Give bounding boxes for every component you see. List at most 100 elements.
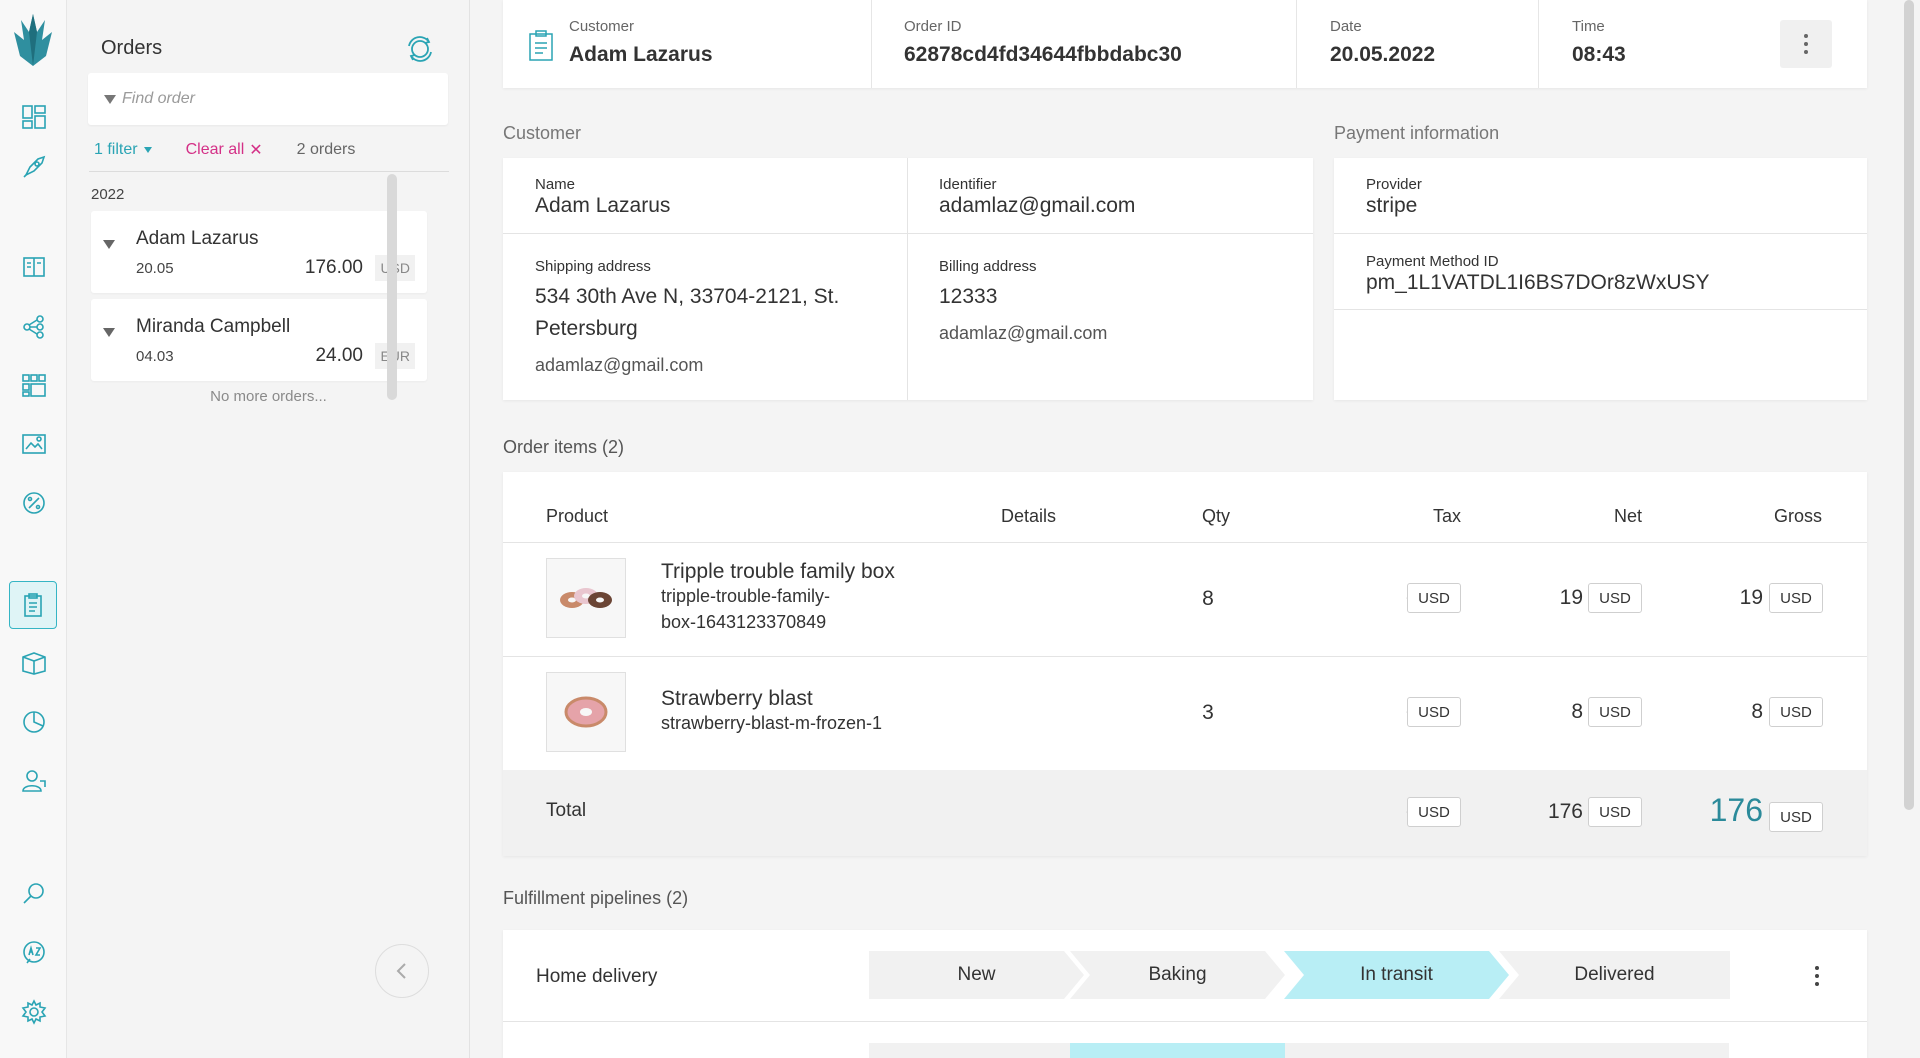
product-sku-line2: box-1643123370849 [661,612,827,632]
payment-card: Provider stripe Payment Method ID pm_1L1… [1334,158,1867,400]
grid-icon[interactable] [14,365,54,405]
time-label: Time [1572,18,1605,35]
filter-dropdown[interactable]: 1 filter [94,141,152,159]
filter-row: 1 filter Clear all ✕ 2 orders [94,140,355,160]
currency-badge: USD [1588,797,1642,827]
billing-address-value: 12333 [939,285,998,308]
divider [503,656,1867,657]
col-net: Net [1614,506,1643,526]
order-list-item[interactable]: Adam Lazarus 20.05 176.00 USD [91,211,427,293]
header-time-cell: Time 08:43 [1539,0,1867,88]
media-icon[interactable] [14,424,54,464]
provider-label: Provider [1366,176,1422,193]
col-gross: Gross [1774,506,1823,526]
orders-icon[interactable] [9,581,57,629]
shipping-email: adamlaz@gmail.com [535,355,704,375]
order-list-item[interactable]: Miranda Campbell 04.03 24.00 EUR [91,299,427,381]
order-amount: 24.00 [315,345,363,366]
name-label: Name [535,176,576,193]
expand-caret-icon[interactable] [103,328,115,337]
provider-value: stripe [1366,194,1418,217]
filter-funnel-icon[interactable] [104,95,116,104]
order-items-table: Product Details Qty Tax Net Gross Trippl… [503,472,1867,856]
discount-icon[interactable] [14,483,54,523]
currency-badge: USD [1769,697,1823,727]
pipeline-step-delivered[interactable]: Delivered [1499,951,1730,999]
total-gross: 176 [1709,792,1763,828]
translate-icon[interactable] [14,933,54,973]
filter-label: 1 filter [94,141,138,158]
divider [89,171,449,172]
item-qty: 8 [1202,587,1214,610]
pipeline-step-in-transit[interactable]: In transit [1284,951,1509,999]
product-thumbnail[interactable] [546,672,626,752]
find-order-input[interactable] [122,87,432,111]
chevron-down-icon [143,146,152,153]
divider [503,233,1313,234]
products-box-icon[interactable] [14,643,54,683]
header-customer-cell: Customer Adam Lazarus [503,0,872,88]
settings-gear-icon[interactable] [14,992,54,1032]
dashboard-icon[interactable] [14,97,54,137]
collapse-panel-button[interactable] [375,944,429,998]
pipeline-step-baking[interactable]: Baking [1070,951,1285,999]
more-vertical-icon [1815,966,1819,986]
year-heading: 2022 [91,186,125,203]
orders-scrollbar[interactable] [387,174,397,400]
shipping-address-line2: Petersburg [535,317,638,340]
order-id-value: 62878cd4fd34644fbbdabc30 [904,43,1182,66]
col-qty: Qty [1202,506,1231,526]
search-icon[interactable] [14,874,54,914]
step-label: Delivered [1574,964,1655,985]
currency-badge: USD [1407,797,1461,827]
customer-label: Customer [569,18,635,35]
book-icon[interactable] [14,247,54,287]
app-logo-icon[interactable] [12,12,54,68]
payment-method-value: pm_1L1VATDL1I6BS7DOr8zWxUSY [1366,271,1710,294]
clear-all-link[interactable]: Clear all [185,141,245,158]
currency-badge: USD [1588,583,1642,613]
search-box [88,73,448,125]
fulfillment-title: Fulfillment pipelines (2) [503,888,689,908]
currency-badge: USD [1407,583,1461,613]
item-net: 8 [1571,700,1583,723]
order-customer-name: Adam Lazarus [136,228,259,249]
col-tax: Tax [1433,506,1462,526]
product-sku-line1: tripple-trouble-family- [661,586,831,606]
shipping-address-label: Shipping address [535,258,651,275]
product-thumbnail[interactable] [546,558,626,638]
order-customer-name: Miranda Campbell [136,316,291,337]
payment-method-label: Payment Method ID [1366,253,1499,270]
customer-section-title: Customer [503,123,582,143]
currency-badge: USD [1769,583,1823,613]
step-label: Baking [1148,964,1207,985]
header-date-cell: Date 20.05.2022 [1297,0,1539,88]
header-order-id-cell: Order ID 62878cd4fd34644fbbdabc30 [872,0,1297,88]
customer-value: Adam Lazarus [569,43,713,66]
product-name: Strawberry blast [661,687,813,710]
divider [503,1021,1867,1022]
pipeline-menu-button[interactable] [1805,964,1829,988]
no-more-orders: No more orders... [210,388,327,405]
col-product: Product [546,506,609,526]
identifier-value: adamlaz@gmail.com [939,194,1136,217]
divider [1334,233,1867,234]
order-menu-button[interactable] [1780,20,1832,68]
total-label: Total [546,800,587,821]
analytics-icon[interactable] [14,702,54,742]
main-scrollbar[interactable] [1904,0,1914,810]
users-icon[interactable] [14,761,54,801]
total-row: Total - USD 176 USD 176 USD [503,770,1867,856]
pipeline-step-new[interactable]: New [869,951,1084,999]
rocket-icon[interactable] [14,147,54,187]
refresh-icon[interactable] [405,34,435,64]
time-value: 08:43 [1572,43,1626,66]
name-value: Adam Lazarus [535,194,671,217]
expand-caret-icon[interactable] [103,240,115,249]
donut-image-icon [564,696,608,728]
close-icon[interactable]: ✕ [249,142,263,159]
shipping-address-line1: 534 30th Ave N, 33704-2121, St. [535,285,840,308]
schema-icon[interactable] [14,307,54,347]
billing-address-label: Billing address [939,258,1037,275]
order-date: 04.03 [136,348,174,365]
